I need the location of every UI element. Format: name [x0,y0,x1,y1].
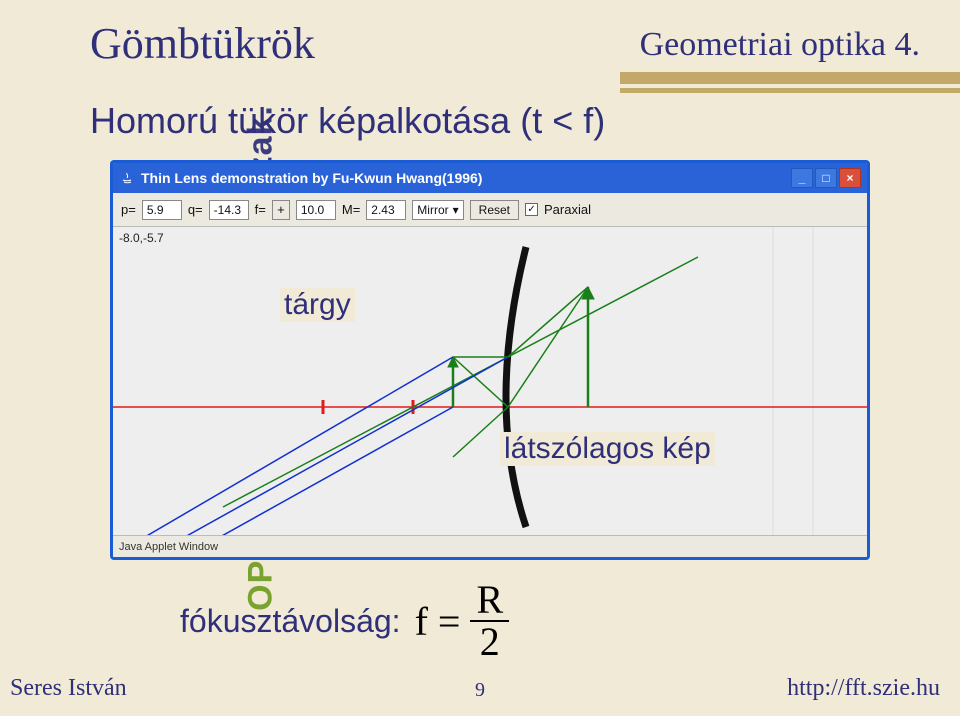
maximize-button[interactable]: □ [815,168,837,188]
focal-length-formula: f = R 2 [415,580,510,662]
focal-length-formula-row: fókusztávolság: f = R 2 [180,580,509,662]
title-underline-bars [620,72,960,93]
applet-canvas[interactable]: -8.0,-5.7 [113,227,867,535]
focal-length-label: fókusztávolság: [180,603,401,640]
cursor-coordinates: -8.0,-5.7 [119,231,164,245]
footer-url: http://fft.szie.hu [787,675,940,702]
footer-author: Seres István [10,675,127,702]
page-title-right: Geometriai optika 4. [640,26,920,64]
formula-eq: = [438,598,461,645]
java-icon [119,170,135,186]
footer-page-number: 9 [475,679,485,702]
page-subtitle: Homorú tükör képalkotása (t < f) [90,100,605,142]
mode-dropdown[interactable]: Mirror ▾ [412,200,463,220]
close-button[interactable]: × [839,168,861,188]
applet-statusbar: Java Applet Window [113,535,867,557]
applet-window: Thin Lens demonstration by Fu-Kwun Hwang… [110,160,870,560]
page-title-left: Gömbtükrök [90,18,315,69]
q-field[interactable]: -14.3 [209,200,249,220]
title-bar-thick [620,72,960,84]
formula-lhs: f [415,598,428,645]
f-field[interactable]: 10.0 [296,200,336,220]
mode-dropdown-value: Mirror [417,203,448,217]
title-bar-thin [620,88,960,93]
p-field[interactable]: 5.9 [142,200,182,220]
object-label: tárgy [280,288,355,322]
reset-button[interactable]: Reset [470,200,519,220]
applet-titlebar[interactable]: Thin Lens demonstration by Fu-Kwun Hwang… [113,163,867,193]
minimize-button[interactable]: _ [791,168,813,188]
applet-status-text: Java Applet Window [119,541,218,553]
formula-numerator: R [470,580,509,620]
virtual-image-label: látszólagos kép [500,432,715,466]
p-label: p= [121,202,136,217]
formula-fraction: R 2 [470,580,509,662]
m-label: M= [342,202,360,217]
applet-toolbar: p= 5.9 q= -14.3 f= + 10.0 M= 2.43 Mirror… [113,193,867,227]
paraxial-label: Paraxial [544,202,591,217]
chevron-down-icon: ▾ [453,203,459,217]
formula-denominator: 2 [474,622,506,662]
paraxial-checkbox[interactable]: ✓ [525,203,538,216]
optics-diagram [113,227,870,539]
window-controls: _ □ × [791,168,861,188]
q-label: q= [188,202,203,217]
f-label: f= [255,202,266,217]
f-sign-toggle[interactable]: + [272,200,290,220]
m-field[interactable]: 2.43 [366,200,406,220]
applet-title-text: Thin Lens demonstration by Fu-Kwun Hwang… [141,170,482,186]
